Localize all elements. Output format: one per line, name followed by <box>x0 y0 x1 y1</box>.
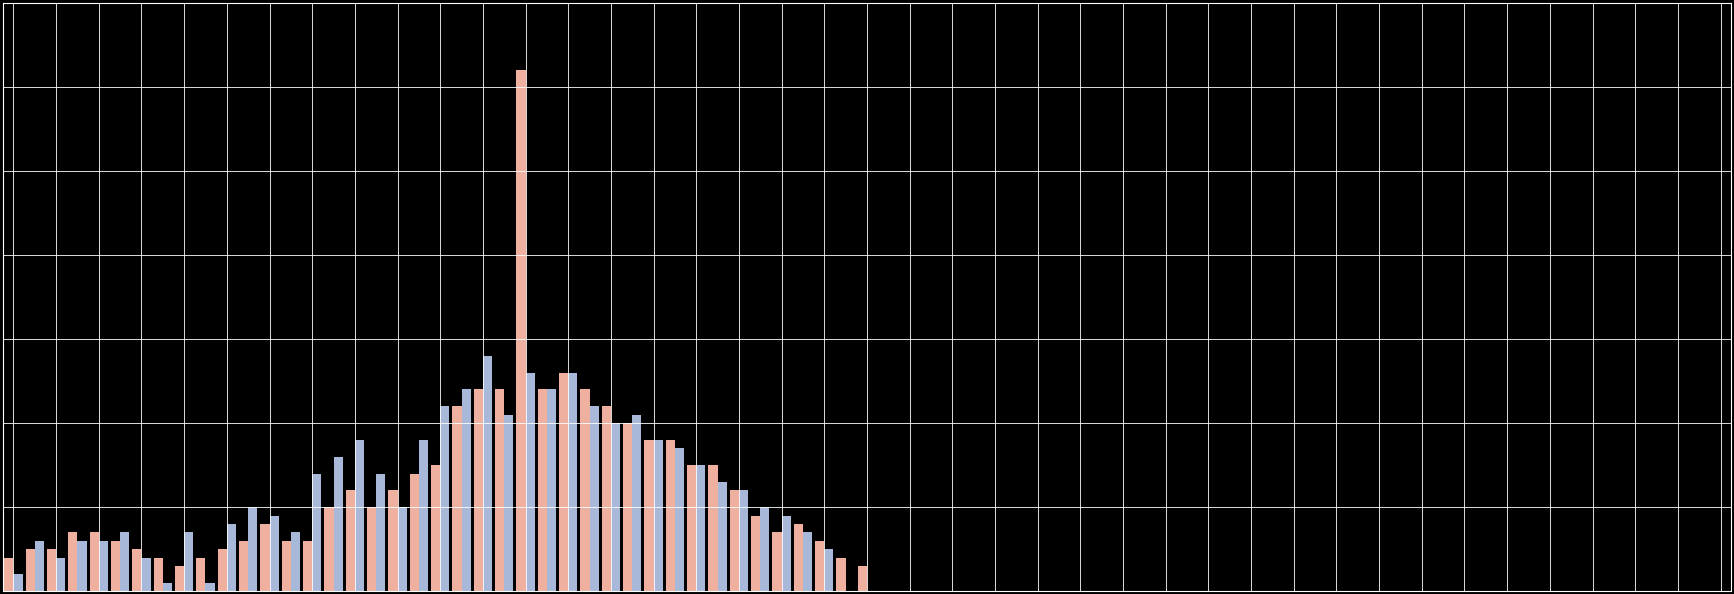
Bar <box>525 372 534 591</box>
Bar <box>730 490 739 591</box>
Bar <box>569 372 577 591</box>
Bar <box>68 532 78 591</box>
Bar <box>453 406 461 591</box>
Bar <box>581 390 590 591</box>
Bar <box>590 406 598 591</box>
Bar <box>409 473 420 591</box>
Bar <box>47 549 55 591</box>
Bar <box>3 558 14 591</box>
Bar <box>610 423 621 591</box>
Bar <box>623 423 633 591</box>
Bar <box>239 541 248 591</box>
Bar <box>440 406 449 591</box>
Bar <box>303 541 312 591</box>
Bar <box>675 448 685 591</box>
Bar <box>333 457 343 591</box>
Bar <box>645 440 654 591</box>
Bar <box>132 549 142 591</box>
Bar <box>184 532 192 591</box>
Bar <box>175 566 184 591</box>
Bar <box>35 541 43 591</box>
Bar <box>269 516 279 591</box>
Bar <box>55 558 66 591</box>
Bar <box>14 574 23 591</box>
Bar <box>782 516 791 591</box>
Bar <box>697 465 706 591</box>
Bar <box>858 566 867 591</box>
Bar <box>163 583 172 591</box>
Bar <box>142 558 151 591</box>
Bar <box>517 70 525 591</box>
Bar <box>739 490 747 591</box>
Bar <box>324 507 333 591</box>
Bar <box>281 541 291 591</box>
Bar <box>759 507 770 591</box>
Bar <box>815 541 824 591</box>
Bar <box>709 465 718 591</box>
Bar <box>196 558 206 591</box>
Bar <box>355 440 364 591</box>
Bar <box>496 390 505 591</box>
Bar <box>751 516 759 591</box>
Bar <box>397 507 407 591</box>
Bar <box>633 415 642 591</box>
Bar <box>90 532 99 591</box>
Bar <box>718 482 727 591</box>
Bar <box>505 415 513 591</box>
Bar <box>345 490 355 591</box>
Bar <box>803 532 812 591</box>
Bar <box>420 440 428 591</box>
Bar <box>376 473 385 591</box>
Bar <box>687 465 697 591</box>
Bar <box>291 532 300 591</box>
Bar <box>654 440 662 591</box>
Bar <box>461 390 470 591</box>
Bar <box>432 465 440 591</box>
Bar <box>154 558 163 591</box>
Bar <box>368 507 376 591</box>
Bar <box>482 356 492 591</box>
Bar <box>558 372 569 591</box>
Bar <box>473 390 482 591</box>
Bar <box>666 440 675 591</box>
Bar <box>794 524 803 591</box>
Bar <box>538 390 546 591</box>
Bar <box>772 532 782 591</box>
Bar <box>546 390 557 591</box>
Bar <box>26 549 35 591</box>
Bar <box>602 406 610 591</box>
Bar <box>248 507 257 591</box>
Bar <box>388 490 397 591</box>
Bar <box>824 549 834 591</box>
Bar <box>218 549 227 591</box>
Bar <box>260 524 269 591</box>
Bar <box>836 558 846 591</box>
Bar <box>78 541 87 591</box>
Bar <box>99 541 108 591</box>
Bar <box>206 583 215 591</box>
Bar <box>111 541 120 591</box>
Bar <box>227 524 236 591</box>
Bar <box>312 473 321 591</box>
Bar <box>120 532 130 591</box>
